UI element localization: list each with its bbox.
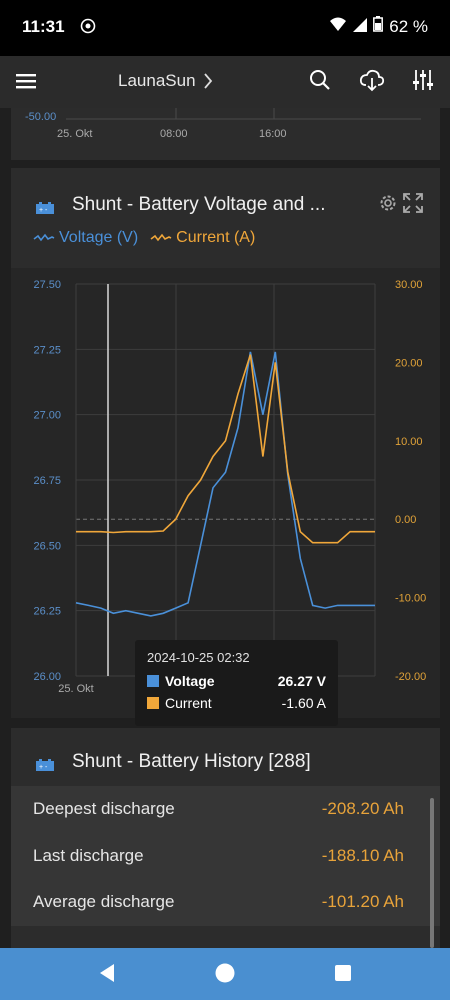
search-icon[interactable]	[308, 68, 332, 97]
tooltip-current-row: Current -1.60 A	[147, 695, 326, 711]
legend-voltage-label: Voltage (V)	[59, 229, 139, 246]
y-right-tick-label: -20.00	[395, 671, 426, 683]
tooltip-current-label: Current	[165, 695, 212, 711]
app-bar: LaunaSun	[0, 56, 450, 108]
menu-icon[interactable]	[14, 69, 38, 98]
previous-chart-card: -50.00 25. Okt 08:00 16:00	[11, 108, 440, 160]
battery-shunt-icon: + -	[35, 201, 55, 220]
tooltip-voltage-value: 26.27 V	[277, 673, 326, 689]
notification-icon	[80, 18, 96, 39]
chart-tooltip: 2024-10-25 02:32 Voltage 26.27 V Current…	[135, 640, 338, 726]
x-tick-label: 16:00	[259, 128, 287, 140]
x-tick-label: 25. Okt	[58, 683, 93, 695]
y-left-tick-label: 26.25	[33, 606, 61, 618]
cloud-download-icon[interactable]	[359, 68, 385, 97]
card-title: Shunt - Battery Voltage and ...	[72, 194, 326, 215]
chevron-right-icon[interactable]	[203, 72, 213, 95]
battery-history-card: + - Shunt - Battery History [288] Deepes…	[11, 728, 440, 948]
tooltip-timestamp: 2024-10-25 02:32	[147, 650, 250, 665]
y-left-tick-label: 27.00	[33, 410, 61, 422]
y-right-tick-label: 10.00	[395, 436, 423, 448]
gear-icon[interactable]	[377, 192, 399, 219]
history-row-value: -208.20 Ah	[321, 799, 404, 819]
chart-plot-area[interactable]: 27.50 27.25 27.00 26.75 26.50 26.25 26.00 30.00…	[11, 268, 440, 726]
y-left-tick-label: 26.50	[33, 540, 61, 552]
voltage-swatch	[147, 675, 159, 687]
history-row-value: -188.10 Ah	[321, 845, 404, 865]
wifi-icon	[329, 16, 347, 37]
home-icon[interactable]	[214, 962, 236, 989]
voltage-series-line	[75, 351, 375, 617]
installation-title[interactable]: LaunaSun	[118, 71, 196, 90]
y-right-tick-label: -10.00	[395, 593, 426, 605]
history-row: Average discharge -101.20 Ah	[11, 879, 440, 926]
y-left-tick-label: 26.75	[33, 475, 61, 487]
chart-legend: Voltage (V) Current (A)	[33, 229, 255, 247]
back-icon[interactable]	[97, 962, 117, 989]
status-bar: 11:31 62 %	[0, 0, 450, 56]
svg-text:+ -: + -	[39, 764, 48, 771]
svg-text:+ -: + -	[39, 207, 48, 214]
expand-icon[interactable]	[402, 192, 424, 219]
legend-voltage[interactable]: Voltage (V)	[33, 229, 138, 247]
current-series-line	[76, 354, 375, 544]
card-title: Shunt - Battery History [288]	[72, 751, 311, 772]
tooltip-voltage-label: Voltage	[165, 673, 215, 689]
current-swatch	[147, 697, 159, 709]
battery-icon	[373, 16, 384, 37]
x-tick-label: 08:00	[160, 128, 188, 140]
battery-shunt-icon: + -	[35, 758, 55, 777]
y-tick-label: -50.00	[25, 111, 57, 123]
tooltip-current-value: -1.60 A	[281, 695, 326, 711]
legend-current[interactable]: Current (A)	[150, 229, 255, 247]
dashboard-content[interactable]: -50.00 25. Okt 08:00 16:00 + - Shunt - B…	[0, 108, 450, 948]
history-row-label: Deepest discharge	[33, 799, 175, 819]
legend-current-label: Current (A)	[176, 229, 256, 246]
history-row: Deepest discharge -208.20 Ah	[11, 786, 440, 833]
y-left-tick-label: 27.25	[33, 344, 61, 356]
history-row-label: Last discharge	[33, 845, 144, 865]
status-time: 11:31	[22, 17, 65, 36]
cell-signal-icon	[353, 17, 368, 37]
tooltip-voltage-row: Voltage 26.27 V	[147, 673, 326, 689]
y-left-tick-label: 26.00	[33, 671, 61, 683]
filter-sliders-icon[interactable]	[412, 68, 434, 97]
battery-voltage-current-card: + - Shunt - Battery Voltage and ... Volt…	[11, 168, 440, 726]
history-row-label: Average discharge	[33, 892, 175, 912]
history-list[interactable]: Deepest discharge -208.20 Ah Last discharg…	[11, 786, 440, 926]
y-right-tick-label: 0.00	[395, 514, 416, 526]
history-row-value: -101.20 Ah	[321, 892, 404, 912]
scrollbar[interactable]	[430, 798, 434, 948]
battery-percent: 62 %	[389, 16, 428, 36]
x-tick-label: 25. Okt	[57, 128, 93, 140]
system-nav-bar	[0, 948, 450, 1000]
recents-icon[interactable]	[334, 962, 352, 989]
y-left-tick-label: 27.50	[33, 279, 61, 291]
history-row: Last discharge -188.10 Ah	[11, 832, 440, 879]
y-right-tick-label: 30.00	[395, 279, 423, 291]
y-right-tick-label: 20.00	[395, 357, 423, 369]
